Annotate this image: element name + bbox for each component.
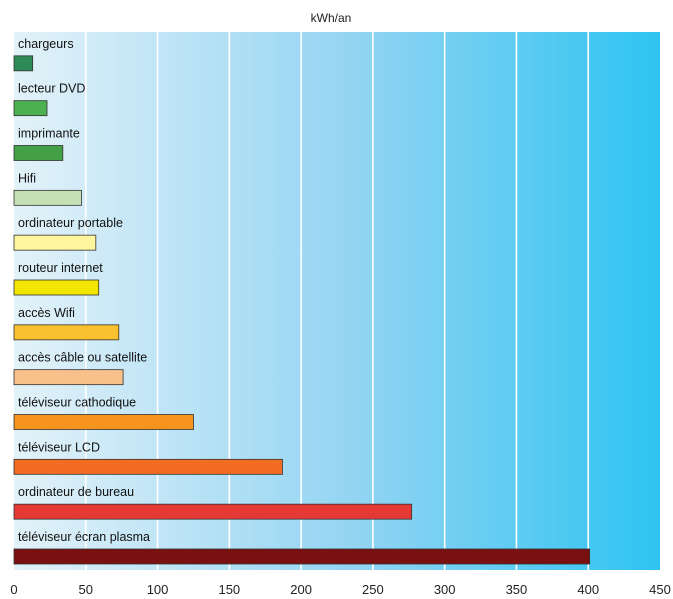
- chart-title: kWh/an: [311, 11, 352, 25]
- bar-label: Hifi: [18, 171, 36, 185]
- bar-label: lecteur DVD: [18, 82, 85, 96]
- bar: [13, 369, 124, 386]
- x-tick-label: 150: [218, 582, 240, 597]
- x-tick-label: 200: [290, 582, 312, 597]
- bar: [13, 324, 120, 341]
- bar: [13, 503, 413, 520]
- bar-label: ordinateur de bureau: [18, 485, 134, 499]
- bar-label: routeur internet: [18, 261, 103, 275]
- x-tick-label: 0: [10, 582, 17, 597]
- bars: [13, 55, 591, 565]
- x-tick-label: 100: [147, 582, 169, 597]
- bar: [13, 145, 64, 161]
- bar-label: ordinateur portable: [18, 216, 123, 230]
- bar: [13, 234, 97, 251]
- bar-label: accès câble ou satellite: [18, 351, 147, 365]
- x-tick-label: 300: [434, 582, 456, 597]
- bar-label: imprimante: [18, 127, 80, 141]
- x-axis-ticks: 0 50 100 150 200 250 300 350 400 450: [10, 582, 670, 597]
- x-tick-label: 350: [506, 582, 528, 597]
- x-tick-label: 250: [362, 582, 384, 597]
- bar: [13, 55, 34, 72]
- x-tick-label: 400: [577, 582, 599, 597]
- bar-label: accès Wifi: [18, 306, 75, 320]
- bar-label: téléviseur écran plasma: [18, 530, 150, 544]
- bar: [13, 100, 48, 117]
- x-tick-label: 450: [649, 582, 671, 597]
- bar: [13, 189, 82, 206]
- bar-labels: chargeurs lecteur DVD imprimante Hifi ordina…: [18, 37, 150, 544]
- bar-label: téléviseur LCD: [18, 440, 100, 454]
- bar: [13, 458, 283, 475]
- bar: [13, 548, 591, 565]
- bar-label: chargeurs: [18, 37, 74, 51]
- plot-background: [14, 32, 660, 570]
- bar: [13, 279, 100, 296]
- gridlines: [84, 32, 590, 570]
- bar-label: téléviseur cathodique: [18, 396, 136, 410]
- x-tick-label: 50: [79, 582, 93, 597]
- bar: [13, 414, 194, 430]
